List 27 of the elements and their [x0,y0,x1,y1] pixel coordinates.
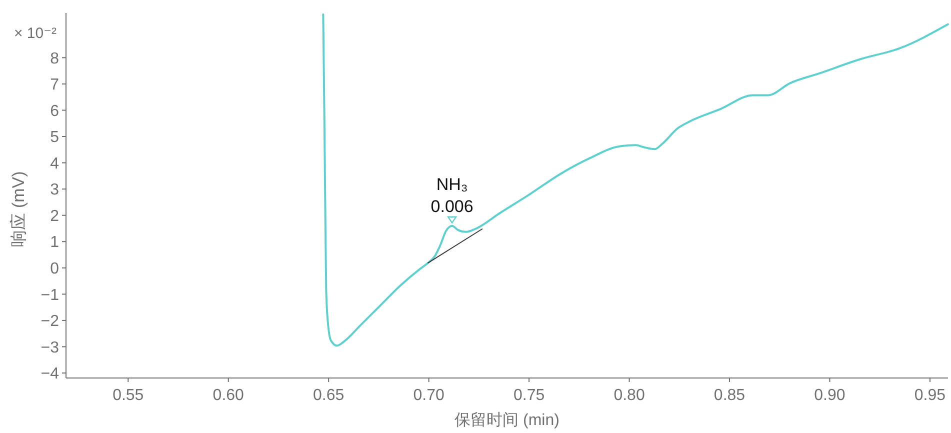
x-tick-label: 0.55 [112,387,144,404]
y-tick-label: 6 [50,102,60,120]
y-tick-label: 8 [50,50,60,68]
y-tick-label: 4 [50,155,60,172]
x-tick-label: 0.75 [513,387,545,404]
y-tick-label: 0 [50,260,60,278]
y-tick-label: 1 [50,234,60,252]
x-tick-label: 0.95 [914,387,946,404]
x-tick-label: 0.60 [212,387,244,404]
y-axis-title: 响应 (mV) [9,171,28,247]
y-tick-label: −1 [40,286,60,304]
x-tick-label: 0.80 [614,387,645,404]
y-tick-label: 5 [50,129,60,146]
line-series [322,13,949,347]
x-axis-title: 保留时间 (min) [454,411,560,429]
y-tick-label: 2 [50,208,60,225]
x-tick-label: 0.90 [814,387,846,404]
y-tick-label: 3 [50,182,60,199]
x-tick-label: 0.65 [313,387,344,404]
y-tick-label: −3 [40,339,60,356]
y-tick-label: −4 [40,366,60,383]
y-tick-label: −2 [40,313,60,330]
x-tick-label: 0.70 [413,387,444,404]
text: × 10⁻² [14,25,57,42]
y-tick-label: 7 [50,76,60,94]
annotation: NH₃ 0.006 [430,174,474,216]
x-tick-label: 0.85 [714,387,746,404]
